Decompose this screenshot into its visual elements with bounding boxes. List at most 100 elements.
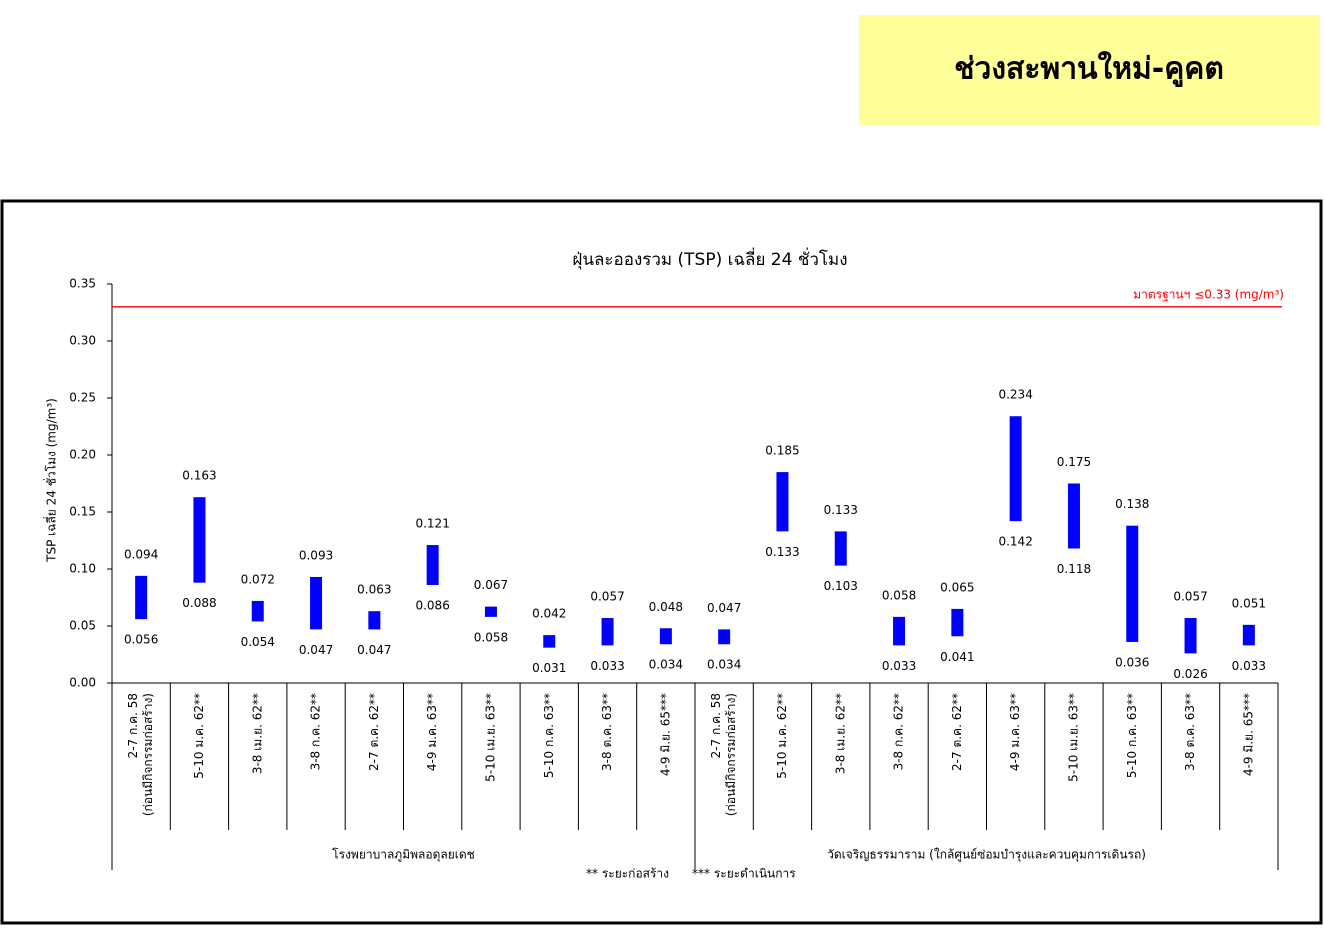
x-tick-label: 5-10 ก.ค. 63** <box>542 693 556 778</box>
x-tick-label: 4-9 มิ.ย. 65*** <box>658 693 672 776</box>
y-tick-label: 0.15 <box>69 505 96 519</box>
low-label: 0.034 <box>649 658 683 672</box>
low-label: 0.142 <box>998 535 1032 549</box>
range-bar <box>659 628 672 645</box>
high-label: 0.051 <box>1232 596 1266 610</box>
x-tick-label: 5-10 ม.ค. 62** <box>775 693 789 779</box>
range-bar <box>368 611 381 630</box>
header-box <box>859 15 1320 125</box>
low-label: 0.033 <box>590 659 624 673</box>
range-bar <box>1184 618 1197 654</box>
high-label: 0.057 <box>1173 590 1207 604</box>
y-tick-label: 0.05 <box>69 619 96 633</box>
range-bar <box>543 635 556 648</box>
low-label: 0.036 <box>1115 655 1149 669</box>
low-label: 0.047 <box>357 643 391 657</box>
high-label: 0.093 <box>299 548 333 562</box>
high-label: 0.065 <box>940 580 974 594</box>
high-label: 0.067 <box>474 578 508 592</box>
range-bar <box>1009 416 1022 522</box>
low-label: 0.031 <box>532 661 566 675</box>
high-label: 0.072 <box>241 572 275 586</box>
range-bar <box>484 606 497 617</box>
range-bar <box>1242 624 1255 646</box>
high-label: 0.175 <box>1057 455 1091 469</box>
range-bar <box>310 576 323 630</box>
y-tick-label: 0.35 <box>69 277 96 291</box>
low-label: 0.086 <box>415 598 449 612</box>
range-bar <box>193 497 206 583</box>
range-bar <box>776 472 789 532</box>
range-bar <box>251 600 264 622</box>
x-tick-label: 2-7 ต.ค. 62** <box>950 693 964 771</box>
x-tick-label: 5-10 เม.ย. 63** <box>1066 693 1080 782</box>
low-label: 0.058 <box>474 630 508 644</box>
low-label: 0.034 <box>707 658 741 672</box>
y-tick-label: 0.20 <box>69 448 96 462</box>
x-tick-label: 5-10 ม.ค. 62** <box>192 693 206 779</box>
low-label: 0.041 <box>940 650 974 664</box>
low-label: 0.026 <box>1173 667 1207 681</box>
range-bar <box>1067 483 1080 549</box>
x-tick-label: 3-8 ก.ค. 62** <box>892 693 906 770</box>
low-label: 0.103 <box>824 579 858 593</box>
low-label: 0.133 <box>765 545 799 559</box>
x-tick-label: 3-8 ก.ค. 62** <box>309 693 323 770</box>
high-label: 0.094 <box>124 547 158 561</box>
group-label: โรงพยาบาลภูมิพลอดุลยเดช <box>332 848 475 863</box>
y-tick-label: 0.25 <box>69 391 96 405</box>
high-label: 0.234 <box>998 388 1032 402</box>
high-label: 0.138 <box>1115 497 1149 511</box>
high-label: 0.042 <box>532 607 566 621</box>
x-tick-label: 3-8 เม.ย. 62** <box>250 693 264 774</box>
x-tick-label: 3-8 เม.ย. 62** <box>833 693 847 774</box>
low-label: 0.047 <box>299 643 333 657</box>
group-label: วัดเจริญธรรมาราม (ใกล้ศูนย์ซ่อมบำรุงและค… <box>827 848 1146 863</box>
footnote: *** ระยะดำเนินการ <box>692 867 796 881</box>
range-bar <box>718 629 731 645</box>
low-label: 0.088 <box>182 596 216 610</box>
high-label: 0.133 <box>824 503 858 517</box>
header-title: ช่วงสะพานใหม่-คูคต <box>954 51 1224 88</box>
range-bar <box>834 531 847 566</box>
range-bar <box>893 616 906 646</box>
high-label: 0.163 <box>182 469 216 483</box>
high-label: 0.185 <box>765 444 799 458</box>
low-label: 0.033 <box>1232 659 1266 673</box>
chart-frame <box>0 199 1323 925</box>
y-axis-label: TSP เฉลี่ย 24 ชั่วโมง (mg/m³) <box>43 398 59 563</box>
y-tick-label: 0.00 <box>69 676 96 690</box>
high-label: 0.047 <box>707 601 741 615</box>
x-tick-label: 5-10 เม.ย. 63** <box>483 693 497 782</box>
range-bar <box>951 608 964 637</box>
standard-label: มาตรฐานฯ ≤0.33 (mg/m³) <box>1133 287 1284 301</box>
x-tick-label: (ก่อนมีกิจกรรมก่อสร้าง) <box>141 693 155 816</box>
x-tick-label: 4-9 ม.ค. 63** <box>1008 693 1022 771</box>
footnote: ** ระยะก่อสร้าง <box>586 867 669 881</box>
x-tick-label: 3-8 ต.ค. 63** <box>600 693 614 771</box>
range-bar <box>426 545 439 585</box>
x-tick-label: 5-10 ก.ค. 63** <box>1125 693 1139 778</box>
x-tick-label: (ก่อนมีกิจกรรมก่อสร้าง) <box>724 693 738 816</box>
range-bar <box>601 618 614 646</box>
high-label: 0.048 <box>649 600 683 614</box>
x-tick-label: 2-7 ก.ค. 58 <box>126 693 140 758</box>
low-label: 0.056 <box>124 633 158 647</box>
range-bar <box>135 575 148 620</box>
low-label: 0.054 <box>241 635 275 649</box>
high-label: 0.121 <box>415 517 449 531</box>
chart-title: ฝุ่นละอองรวม (TSP) เฉลี่ย 24 ชั่วโมง <box>572 247 847 270</box>
x-tick-label: 2-7 ก.ค. 58 <box>709 693 723 758</box>
x-tick-label: 4-9 มิ.ย. 65*** <box>1241 693 1255 776</box>
low-label: 0.118 <box>1057 562 1091 576</box>
y-tick-label: 0.30 <box>69 334 96 348</box>
high-label: 0.057 <box>590 590 624 604</box>
x-tick-label: 3-8 ต.ค. 63** <box>1183 693 1197 771</box>
low-label: 0.033 <box>882 659 916 673</box>
high-label: 0.058 <box>882 588 916 602</box>
x-tick-label: 4-9 ม.ค. 63** <box>425 693 439 771</box>
x-tick-label: 2-7 ต.ค. 62** <box>367 693 381 771</box>
y-tick-label: 0.10 <box>69 562 96 576</box>
range-bar <box>1126 525 1139 642</box>
